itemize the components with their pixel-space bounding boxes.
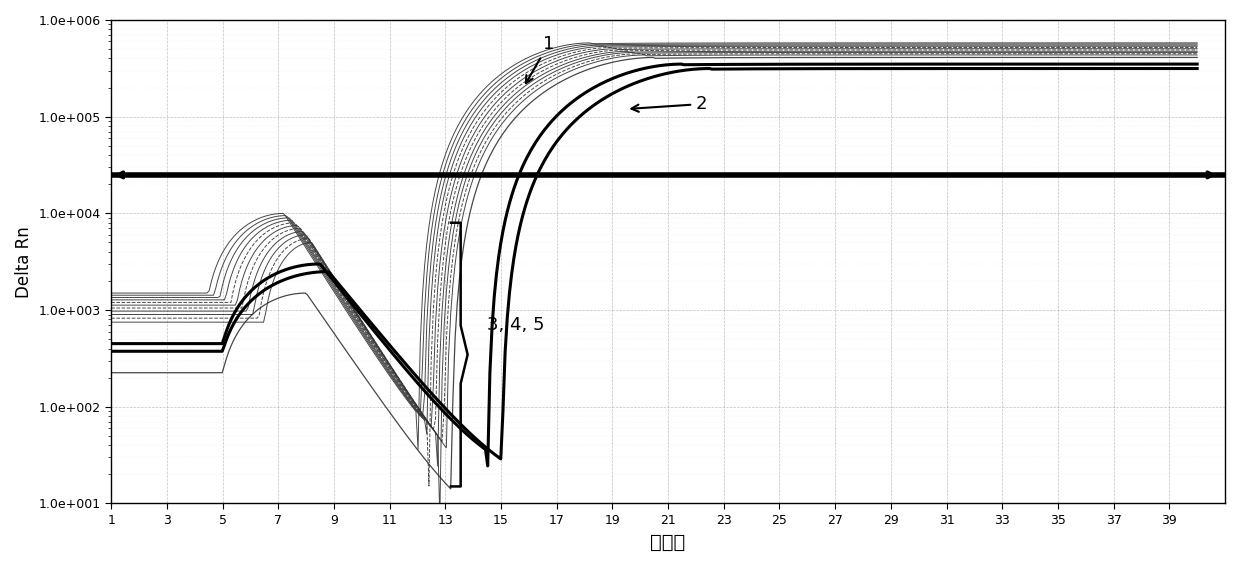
X-axis label: 循环数: 循环数: [651, 532, 686, 551]
Text: 2: 2: [631, 95, 708, 113]
Text: 1: 1: [526, 35, 554, 83]
Text: 3, 4, 5: 3, 4, 5: [487, 316, 544, 334]
Y-axis label: Delta Rn: Delta Rn: [15, 226, 33, 298]
